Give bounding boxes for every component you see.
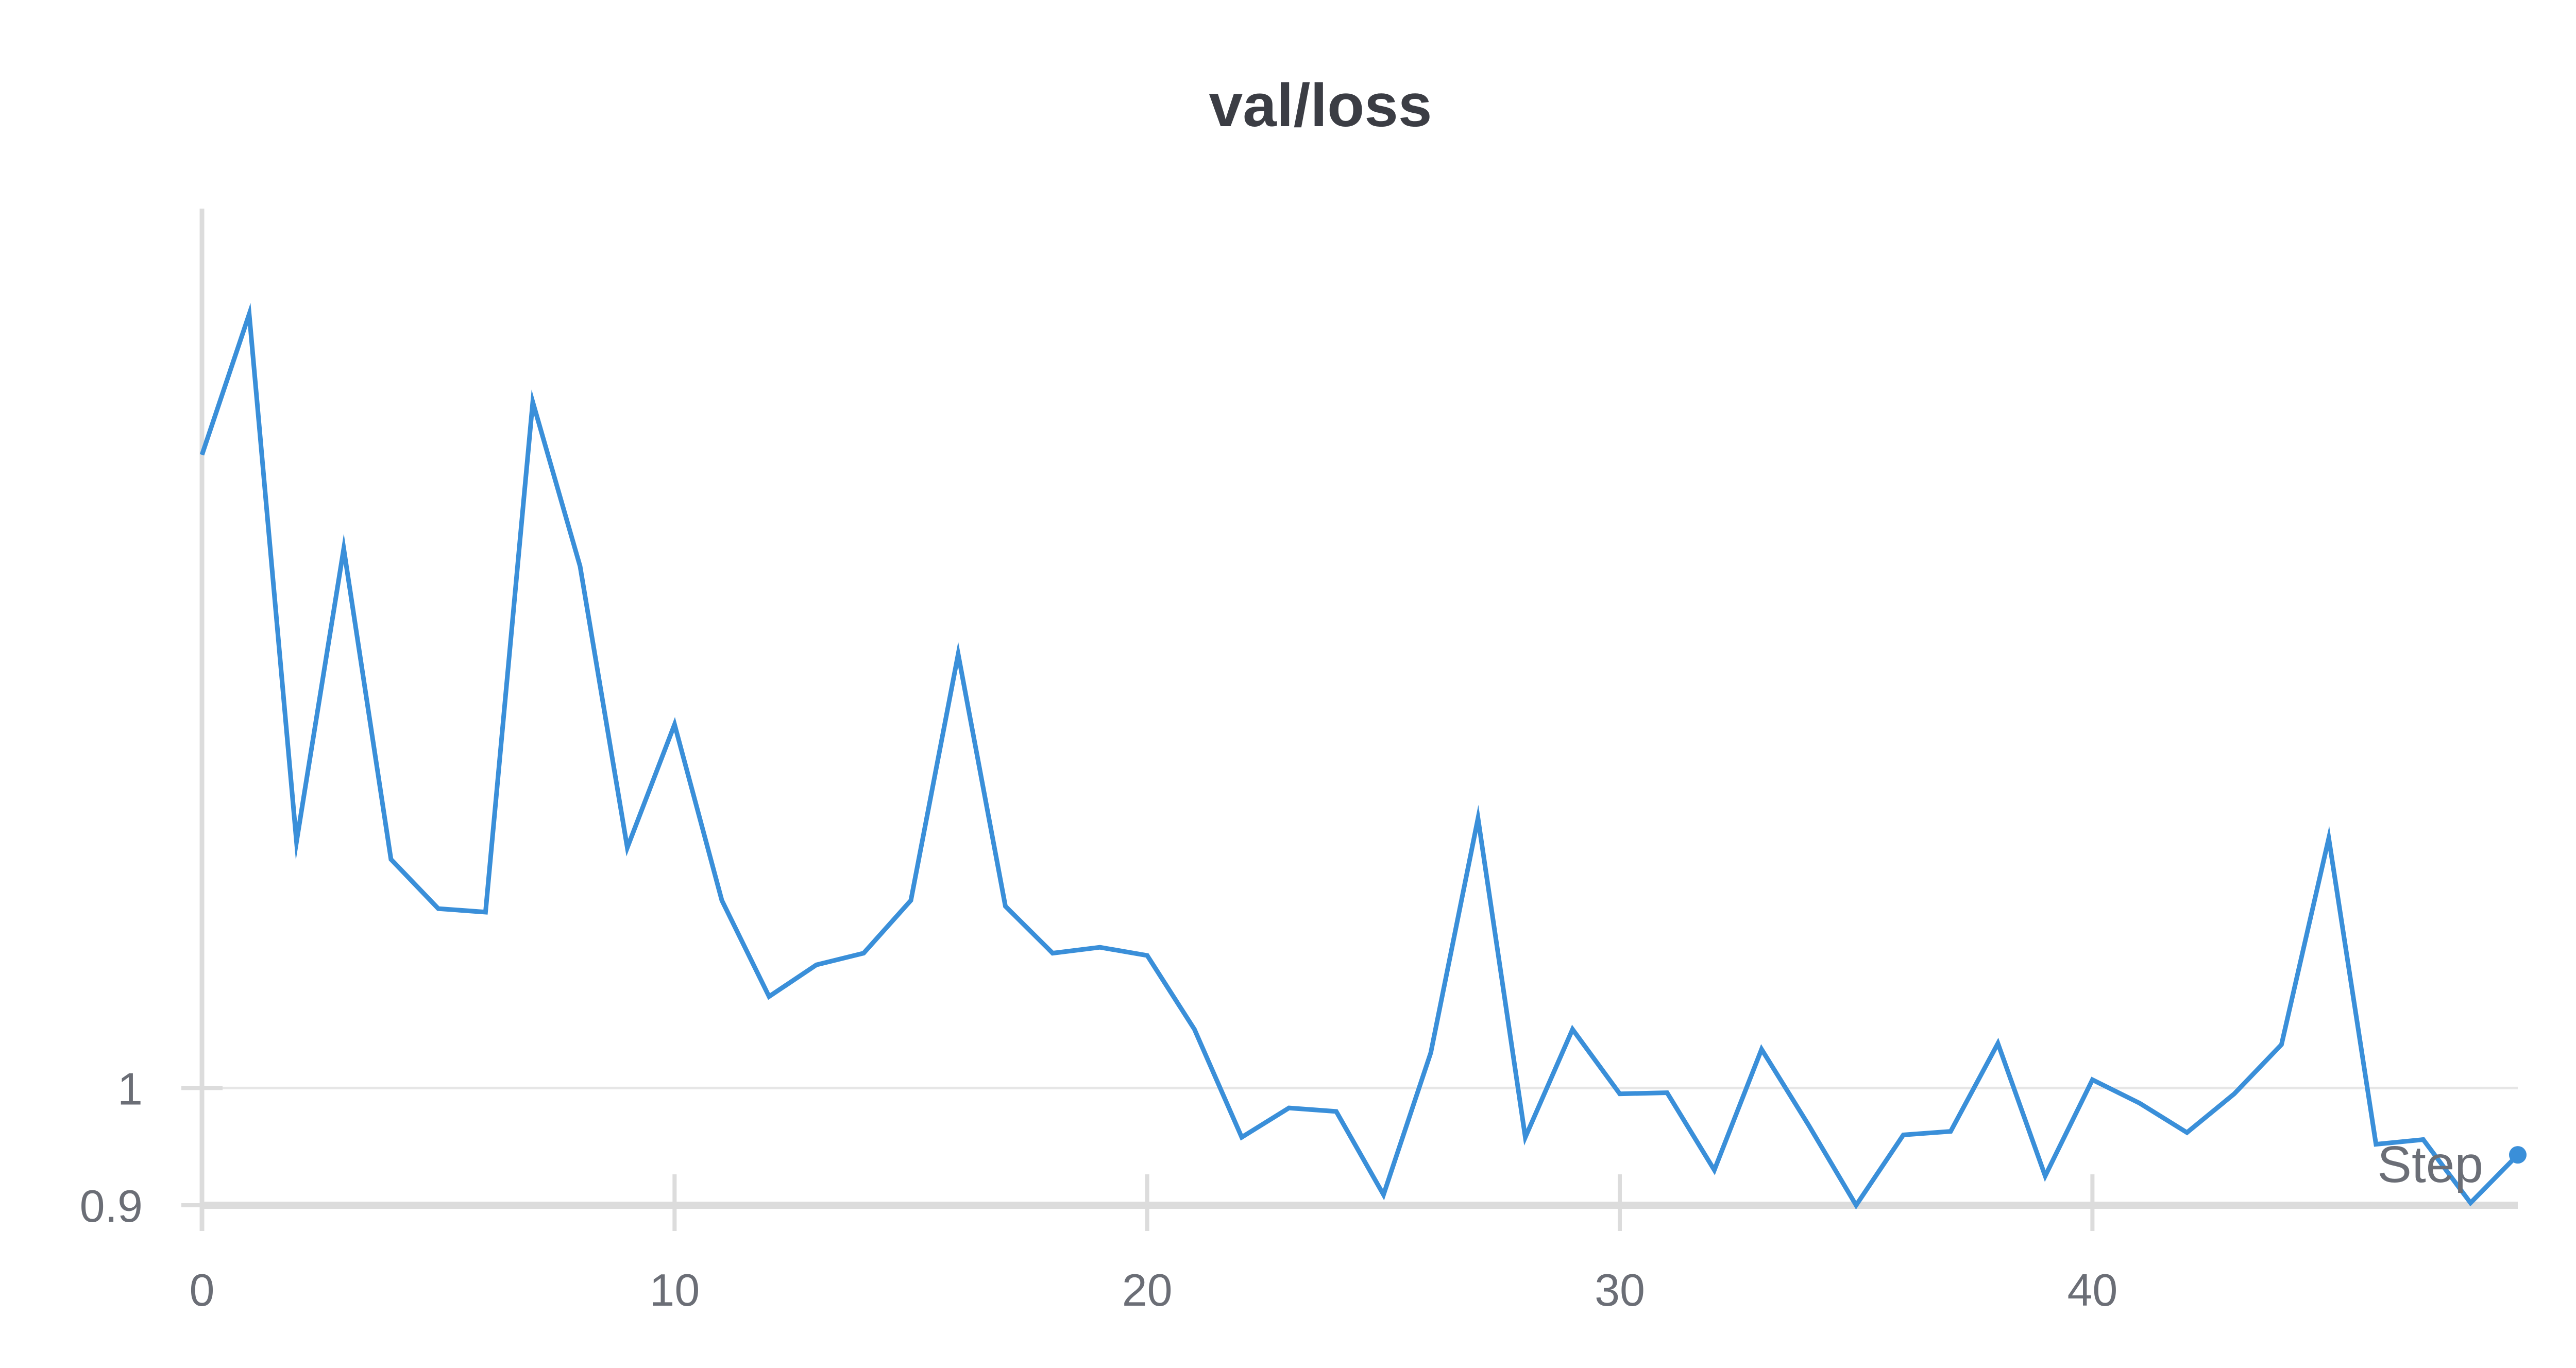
- x-axis-label: Step: [2377, 1136, 2483, 1193]
- x-tick-label: 40: [2067, 1264, 2117, 1315]
- series-line: [199, 303, 2520, 1210]
- x-tick-label: 30: [1595, 1264, 1645, 1315]
- grid-lines: [202, 1086, 2518, 1207]
- last-point-marker: [2509, 1146, 2527, 1164]
- y-tick-label: 1: [117, 1063, 143, 1114]
- axes: [181, 209, 2518, 1231]
- x-tick-label: 10: [649, 1264, 700, 1315]
- x-tick-label: 0: [190, 1264, 215, 1315]
- x-tick-label: 20: [1122, 1264, 1173, 1315]
- y-tick-label: 0.9: [80, 1181, 143, 1232]
- tick-labels: 0.910 10 20 30 40: [80, 1063, 2118, 1315]
- series-layer: [199, 303, 2527, 1210]
- chart-title: val/loss: [1209, 72, 1432, 140]
